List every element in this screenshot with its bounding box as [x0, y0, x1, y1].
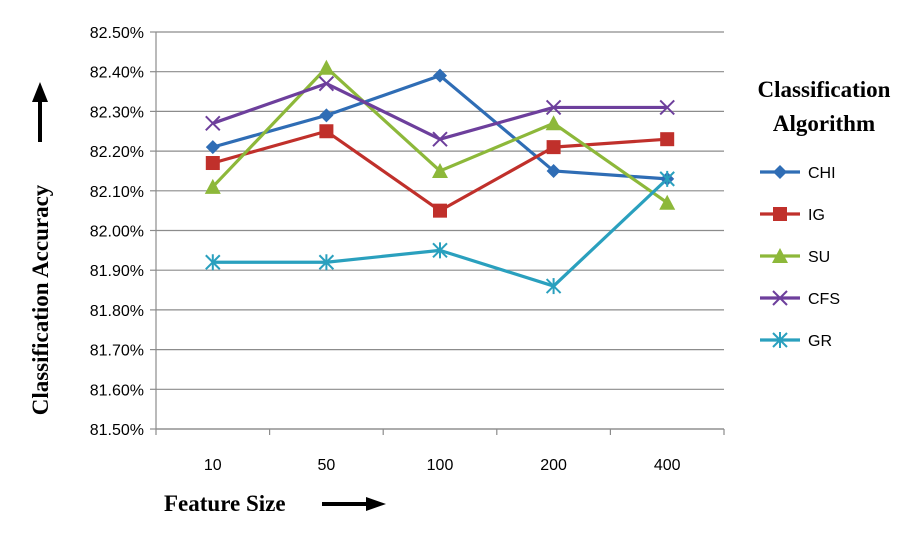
y-tick-label: 82.30% — [90, 104, 144, 121]
data-point-ig — [546, 140, 561, 155]
data-point-cfs — [545, 99, 562, 116]
legend-label: GR — [808, 333, 832, 350]
data-point-su — [659, 194, 676, 210]
legend-marker — [772, 332, 788, 348]
y-tick-label: 81.70% — [90, 343, 144, 360]
data-point-chi — [433, 68, 447, 83]
data-point-ig — [660, 132, 675, 147]
data-point-su — [545, 115, 562, 131]
y-tick-label: 82.50% — [90, 25, 144, 42]
legend-label: CFS — [808, 291, 840, 308]
y-tick-label: 82.40% — [90, 65, 144, 82]
legend-marker — [772, 248, 788, 263]
legend-item-ig: IG — [760, 207, 825, 224]
data-point-su — [204, 178, 221, 194]
y-tick-label: 82.10% — [90, 184, 144, 201]
x-marker-stroke — [545, 99, 562, 116]
x-marker-stroke — [318, 75, 335, 92]
data-point-ig — [319, 124, 334, 139]
data-point-gr — [659, 170, 675, 187]
y-tick-label: 82.20% — [90, 144, 144, 161]
legend-item-cfs: CFS — [760, 290, 840, 308]
x-axis-title: Feature Size — [164, 491, 286, 516]
legend-item-gr: GR — [760, 332, 832, 350]
x-tick-label: 50 — [318, 457, 336, 474]
legend-marker — [772, 290, 788, 306]
data-point-su — [318, 59, 335, 75]
data-point-cfs — [432, 131, 448, 147]
y-tick-label: 81.90% — [90, 263, 144, 280]
data-point-chi — [546, 163, 561, 178]
data-point-chi — [205, 140, 220, 155]
data-point-cfs — [205, 115, 221, 132]
x-marker-stroke — [772, 290, 788, 306]
x-tick-label: 10 — [204, 457, 222, 474]
y-tick-label: 82.00% — [90, 224, 144, 241]
data-point-ig — [205, 156, 220, 171]
y-tick-label: 81.60% — [90, 382, 144, 399]
series-markers — [204, 59, 676, 295]
data-point-gr — [545, 278, 562, 295]
data-point-chi — [319, 108, 334, 123]
x-tick-label: 100 — [427, 457, 454, 474]
y-tick-labels: 81.50% 81.60% 81.70% 81.80% 81.90% 82.00% 82.1… — [90, 25, 144, 439]
legend-title-line1: Classification — [758, 77, 891, 102]
axes — [150, 31, 725, 435]
legend-label: IG — [808, 207, 825, 224]
x-marker-stroke — [432, 131, 448, 147]
legend-marker — [773, 165, 787, 179]
data-point-su — [432, 162, 448, 178]
data-point-gr — [318, 254, 335, 271]
x-tick-labels: 10 50 100 200 400 — [204, 457, 681, 474]
legend-label: CHI — [808, 165, 836, 182]
legend-marker — [773, 207, 787, 221]
data-point-gr — [432, 242, 448, 259]
data-point-ig — [433, 203, 447, 218]
series-line-su — [211, 66, 669, 205]
x-marker-stroke — [205, 115, 221, 132]
legend-item-su: SU — [760, 248, 830, 266]
x-tick-label: 200 — [540, 457, 567, 474]
x-marker-stroke — [659, 99, 675, 116]
legend-label: SU — [808, 249, 830, 266]
right-arrow-icon — [322, 497, 386, 511]
y-axis-title: Classification Accuracy — [28, 184, 53, 415]
legend-item-chi: CHI — [760, 165, 836, 182]
data-point-cfs — [318, 75, 335, 92]
y-tick-label: 81.50% — [90, 422, 144, 439]
gridlines — [156, 31, 724, 430]
x-tick-label: 400 — [654, 457, 681, 474]
legend: CHI IG SU CFS GR — [760, 165, 840, 350]
up-arrow-icon — [32, 82, 48, 142]
data-point-gr — [205, 254, 221, 271]
y-tick-label: 81.80% — [90, 303, 144, 320]
data-point-cfs — [659, 99, 675, 116]
legend-title-line2: Algorithm — [773, 111, 875, 136]
